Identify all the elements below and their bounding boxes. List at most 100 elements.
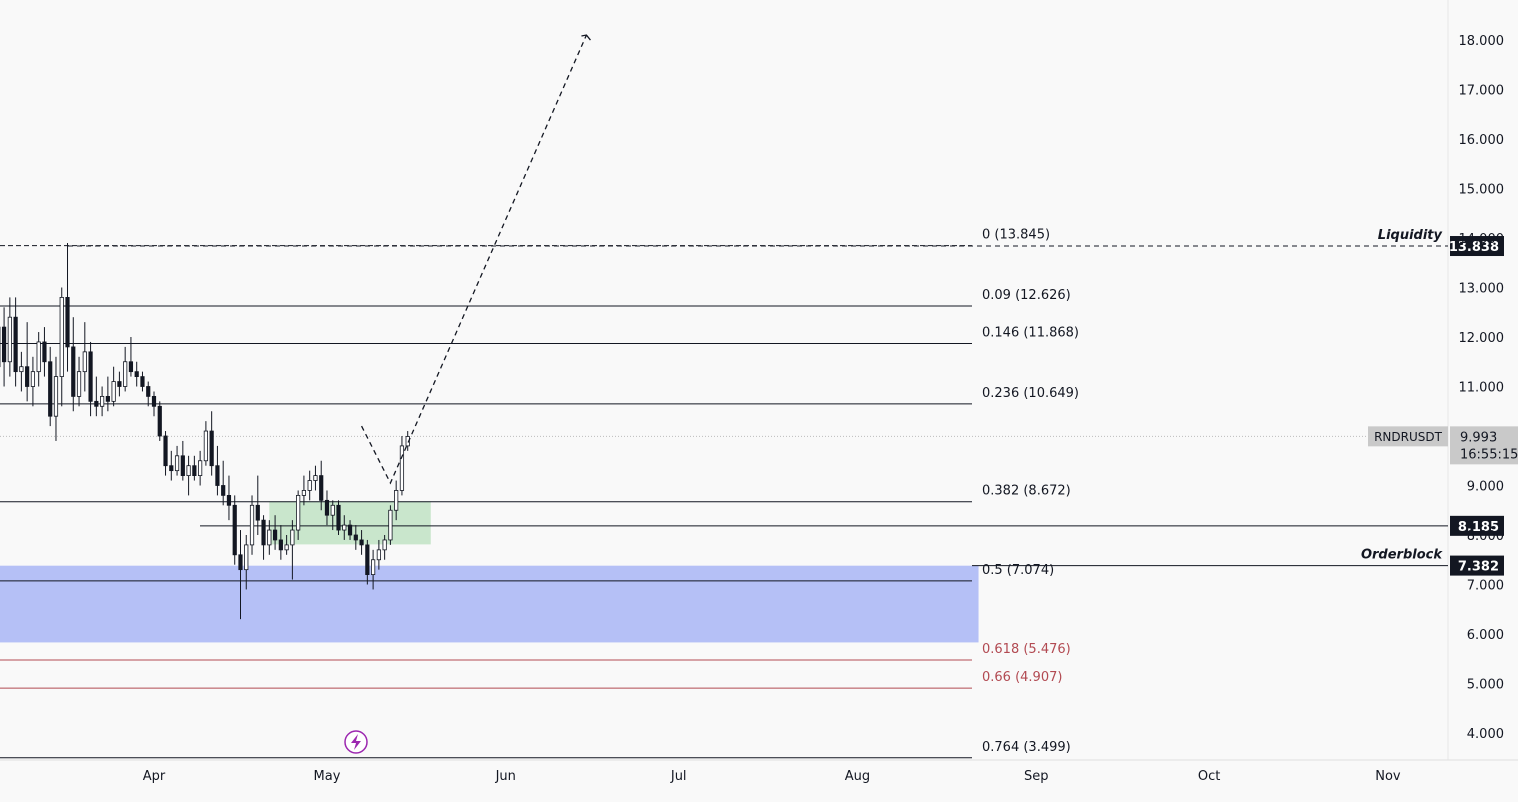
candle-body [147,387,150,397]
candle-body [331,505,334,515]
candle-body [8,317,11,362]
candle-body [72,347,75,397]
candle-body [394,490,397,510]
candle-body [291,530,294,545]
fib-label-0.146: 0.146 (11.868) [982,326,1079,341]
candle [337,500,340,535]
fib-label-0.236: 0.236 (10.649) [982,386,1079,401]
price-tag-label: 7.382 [1458,560,1499,575]
zone-orderblock [0,566,979,643]
fib-label-0.09: 0.09 (12.626) [982,288,1071,303]
x-tick-label: Sep [1024,769,1049,784]
candle-body [360,540,363,545]
candle-body [400,446,403,491]
candle-body [123,362,126,387]
symbol-tag-label: RNDRUSDT [1374,430,1443,444]
y-tick-label: 18.000 [1459,34,1505,49]
candle-body [245,545,248,570]
candle-body [204,431,207,461]
candle-body [2,327,5,362]
candle [389,505,392,545]
candle-body [273,530,276,540]
candle-body [337,505,340,530]
candle-body [354,535,357,540]
candle-body [54,377,57,417]
candle-body [175,456,178,471]
x-tick-label: Aug [845,769,870,784]
fib-label-0.764: 0.764 (3.499) [982,740,1071,755]
y-tick-label: 7.000 [1467,579,1504,594]
candle-body [170,466,173,471]
candle-body [25,367,28,387]
candle-body [216,466,219,486]
last-price-label: 9.993 [1460,430,1497,445]
candle-body [221,486,224,496]
fib-label-0.618: 0.618 (5.476) [982,642,1071,657]
fib-label-0.5: 0.5 (7.074) [982,563,1054,578]
candle-body [135,372,138,377]
candle-body [268,530,271,545]
candle-body [152,396,155,406]
candle-body [37,342,40,372]
candle-body [371,560,374,575]
x-tick-label: Jun [495,769,516,784]
candle-body [181,456,184,476]
y-tick-label: 9.000 [1467,480,1504,495]
annotation-orderblock: Orderblock [1361,548,1443,563]
candle-body [366,545,369,575]
x-tick-label: May [314,769,341,784]
candle-body [106,396,109,401]
candle-body [20,367,23,372]
y-tick-label: 17.000 [1459,84,1505,99]
y-tick-label: 13.000 [1459,282,1505,297]
candle-body [314,476,317,481]
candle-body [43,342,46,362]
candle-body [66,297,69,347]
y-tick-label: 16.000 [1459,133,1505,148]
candle-body [198,461,201,476]
candle-body [296,495,299,530]
candle-body [112,382,115,402]
lightning-icon[interactable] [345,731,367,753]
candle [158,401,161,441]
candle-body [193,466,196,476]
candle-body [320,476,323,501]
candle-body [31,372,34,387]
candle-body [77,372,80,397]
candle-body [210,431,213,466]
y-tick-label: 14.000 [1459,232,1505,247]
candle-body [141,377,144,387]
candle-body [83,352,86,372]
candle-body [233,505,236,555]
candle-body [60,297,63,376]
candle-body [227,495,230,505]
x-tick-label: Apr [143,769,166,784]
y-tick-label: 12.000 [1459,331,1505,346]
candle-body [377,550,380,560]
x-tick-label: Nov [1375,769,1401,784]
y-tick-label: 11.000 [1459,381,1505,396]
candle-body [187,466,190,476]
candle-body [129,362,132,372]
fib-label-0.382: 0.382 (8.672) [982,484,1071,499]
y-tick-label: 8.000 [1467,529,1504,544]
fib-label-0: 0 (13.845) [982,228,1050,243]
candle-body [89,352,92,402]
countdown-label: 16:55:15 [1460,447,1518,462]
y-tick-label: 15.000 [1459,183,1505,198]
candle-body [383,540,386,550]
candle-body [100,396,103,406]
candle-body [95,401,98,406]
candle-body [279,540,282,550]
fib-label-0.66: 0.66 (4.907) [982,670,1062,685]
candle-body [285,545,288,550]
candle-body [239,555,242,570]
candle-body [256,505,259,520]
candle-body [343,525,346,530]
candle-body [348,525,351,535]
candle-body [302,490,305,495]
candle [233,495,236,564]
candle-body [164,436,167,466]
